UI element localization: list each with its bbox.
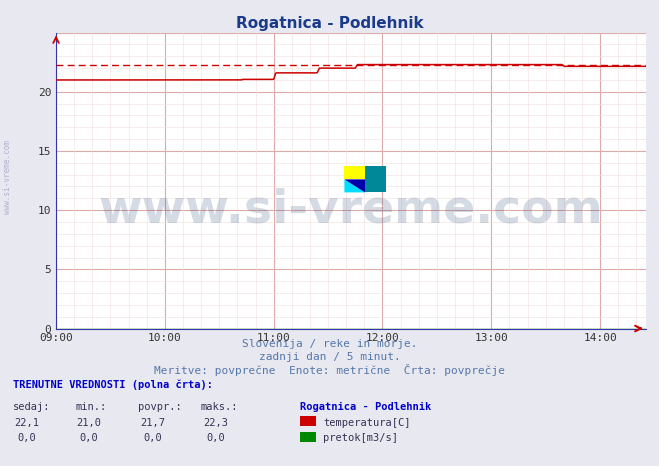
Text: 21,0: 21,0 <box>76 418 101 428</box>
Text: www.si-vreme.com: www.si-vreme.com <box>3 140 13 214</box>
FancyBboxPatch shape <box>345 166 365 179</box>
Text: Slovenija / reke in morje.: Slovenija / reke in morje. <box>242 339 417 349</box>
Polygon shape <box>345 179 365 192</box>
Text: 0,0: 0,0 <box>17 433 36 443</box>
Text: zadnji dan / 5 minut.: zadnji dan / 5 minut. <box>258 352 401 362</box>
Text: min.:: min.: <box>76 402 107 412</box>
Text: maks.:: maks.: <box>201 402 239 412</box>
Text: 0,0: 0,0 <box>80 433 98 443</box>
Text: 21,7: 21,7 <box>140 418 165 428</box>
Text: 22,3: 22,3 <box>203 418 228 428</box>
Text: 0,0: 0,0 <box>144 433 162 443</box>
Polygon shape <box>345 179 365 192</box>
Text: www.si-vreme.com: www.si-vreme.com <box>99 188 603 233</box>
Text: Rogatnica - Podlehnik: Rogatnica - Podlehnik <box>236 16 423 31</box>
Text: pretok[m3/s]: pretok[m3/s] <box>323 433 398 443</box>
Text: Meritve: povprečne  Enote: metrične  Črta: povprečje: Meritve: povprečne Enote: metrične Črta:… <box>154 364 505 377</box>
Text: 0,0: 0,0 <box>206 433 225 443</box>
Text: TRENUTNE VREDNOSTI (polna črta):: TRENUTNE VREDNOSTI (polna črta): <box>13 380 213 391</box>
Text: 22,1: 22,1 <box>14 418 39 428</box>
Text: sedaj:: sedaj: <box>13 402 51 412</box>
Text: temperatura[C]: temperatura[C] <box>323 418 411 428</box>
Text: Rogatnica - Podlehnik: Rogatnica - Podlehnik <box>300 402 431 412</box>
FancyBboxPatch shape <box>365 166 386 192</box>
Text: povpr.:: povpr.: <box>138 402 182 412</box>
